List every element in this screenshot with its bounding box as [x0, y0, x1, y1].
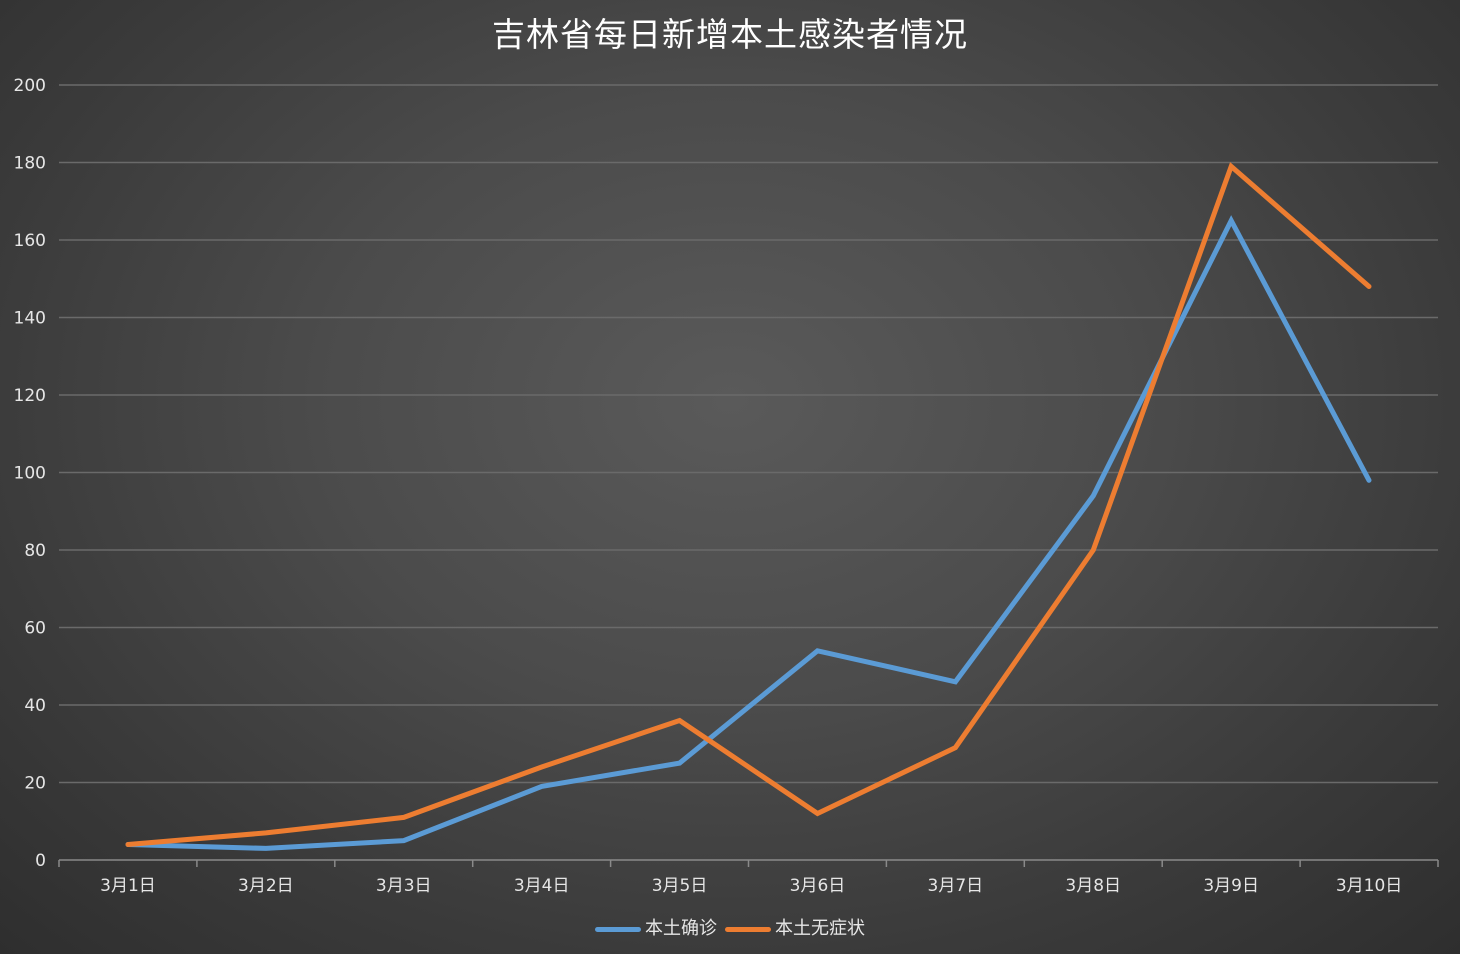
- y-tick-label-180: 180: [14, 154, 46, 174]
- x-tick-label-9: 3月9日: [1203, 876, 1259, 896]
- series-lines: [125, 162, 1372, 851]
- legend-label-asymptomatic: 本土无症状: [775, 918, 865, 939]
- x-tick-label-4: 3月4日: [514, 876, 570, 896]
- x-tick-label-2: 3月2日: [238, 876, 294, 896]
- legend: 本土确诊 本土无症状: [0, 914, 1460, 944]
- x-tick-label-10: 3月10日: [1336, 876, 1402, 896]
- x-tick-label-8: 3月8日: [1065, 876, 1121, 896]
- y-tick-label-60: 60: [24, 619, 46, 639]
- y-tick-label-200: 200: [14, 76, 46, 96]
- y-tick-label-80: 80: [24, 541, 46, 561]
- x-tick-label-5: 3月5日: [652, 876, 708, 896]
- y-tick-label-140: 140: [14, 309, 46, 329]
- y-tick-label-20: 20: [24, 774, 46, 794]
- legend-item-asymptomatic[interactable]: 本土无症状: [725, 914, 865, 944]
- x-tick-label-6: 3月6日: [790, 876, 846, 896]
- y-tick-label-40: 40: [24, 696, 46, 716]
- legend-swatch-asymptomatic: [725, 926, 771, 932]
- chart-title: 吉林省每日新增本土感染者情况: [492, 15, 968, 54]
- x-tick-label-7: 3月7日: [928, 876, 984, 896]
- series-line-confirmed: [125, 215, 1372, 851]
- y-tick-label-100: 100: [14, 464, 46, 484]
- y-axis-tick-labels: 0 20 40 60 80 100 120 140 160 180 200: [14, 76, 46, 871]
- y-tick-label-120: 120: [14, 386, 46, 406]
- x-tick-label-1: 3月1日: [100, 876, 156, 896]
- x-tick-label-3: 3月3日: [376, 876, 432, 896]
- gridlines: [59, 84, 1438, 784]
- series-line-asymptomatic: [125, 162, 1372, 847]
- x-axis: [58, 859, 1439, 867]
- legend-item-confirmed[interactable]: 本土确诊: [595, 914, 717, 944]
- legend-swatch-confirmed: [595, 926, 641, 932]
- legend-label-confirmed: 本土确诊: [645, 918, 717, 939]
- y-tick-label-0: 0: [35, 851, 46, 871]
- y-tick-label-160: 160: [14, 231, 46, 251]
- x-axis-tick-labels: 3月1日 3月2日 3月3日 3月4日 3月5日 3月6日 3月7日 3月8日 3月9日 3月10…: [100, 876, 1402, 896]
